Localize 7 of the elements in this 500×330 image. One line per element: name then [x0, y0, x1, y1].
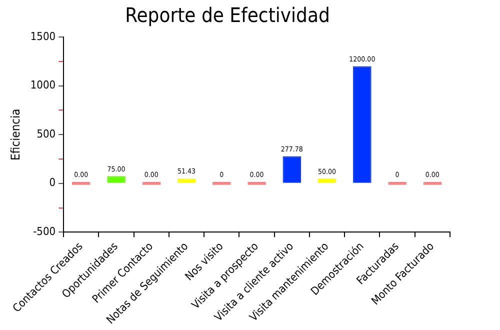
y-axis-title: Eficiencia	[8, 108, 22, 160]
y-tick-label: 1500	[30, 30, 56, 43]
y-tick-label: 0	[49, 176, 56, 190]
y-tick-label: 500	[36, 127, 56, 140]
chart-title: Reporte de Efectividad	[125, 3, 330, 28]
y-tick-label: 1000	[30, 78, 56, 92]
y-tick-label: -500	[33, 225, 56, 238]
